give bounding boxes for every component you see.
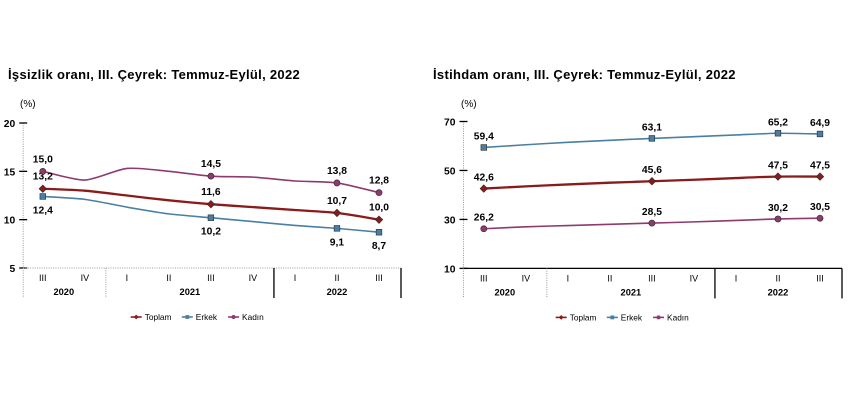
svg-text:15,0: 15,0 bbox=[33, 154, 53, 165]
svg-text:10,7: 10,7 bbox=[327, 196, 347, 207]
svg-text:Kadın: Kadın bbox=[667, 312, 689, 322]
svg-text:30: 30 bbox=[444, 215, 456, 226]
svg-text:III: III bbox=[480, 273, 488, 283]
svg-text:2021: 2021 bbox=[621, 287, 642, 297]
svg-text:Toplam: Toplam bbox=[145, 312, 172, 322]
svg-text:I: I bbox=[735, 273, 738, 283]
svg-text:2020: 2020 bbox=[494, 287, 515, 297]
svg-text:20: 20 bbox=[4, 119, 16, 130]
svg-text:I: I bbox=[567, 273, 570, 283]
svg-text:2020: 2020 bbox=[53, 287, 74, 297]
svg-text:64,9: 64,9 bbox=[810, 118, 830, 129]
svg-text:III: III bbox=[816, 273, 824, 283]
svg-text:8,7: 8,7 bbox=[372, 241, 387, 252]
svg-text:2021: 2021 bbox=[180, 287, 201, 297]
svg-text:13,8: 13,8 bbox=[327, 166, 347, 177]
svg-text:IV: IV bbox=[522, 273, 531, 283]
svg-text:42,6: 42,6 bbox=[474, 173, 494, 184]
svg-text:2022: 2022 bbox=[327, 287, 348, 297]
svg-text:II: II bbox=[334, 273, 339, 283]
svg-text:65,2: 65,2 bbox=[768, 117, 788, 128]
svg-text:10: 10 bbox=[4, 216, 16, 227]
svg-text:30,2: 30,2 bbox=[768, 203, 788, 214]
svg-text:III: III bbox=[648, 273, 656, 283]
svg-text:II: II bbox=[166, 273, 171, 283]
svg-text:10: 10 bbox=[444, 264, 456, 275]
svg-text:5: 5 bbox=[9, 264, 15, 275]
svg-text:2022: 2022 bbox=[768, 287, 789, 297]
svg-text:II: II bbox=[775, 273, 780, 283]
svg-text:47,5: 47,5 bbox=[768, 161, 788, 172]
svg-text:10,2: 10,2 bbox=[201, 227, 221, 238]
svg-text:Toplam: Toplam bbox=[570, 312, 597, 322]
svg-text:15: 15 bbox=[4, 167, 16, 178]
svg-text:Kadın: Kadın bbox=[242, 312, 264, 322]
svg-text:26,2: 26,2 bbox=[474, 213, 494, 224]
svg-text:63,1: 63,1 bbox=[642, 122, 662, 133]
svg-text:IV: IV bbox=[690, 273, 699, 283]
svg-text:50: 50 bbox=[444, 166, 456, 177]
svg-text:12,8: 12,8 bbox=[369, 176, 389, 187]
svg-text:70: 70 bbox=[444, 118, 456, 129]
svg-text:IV: IV bbox=[81, 273, 90, 283]
svg-text:30,5: 30,5 bbox=[810, 202, 830, 213]
svg-text:12,4: 12,4 bbox=[33, 205, 53, 216]
svg-text:IV: IV bbox=[249, 273, 258, 283]
svg-text:II: II bbox=[607, 273, 612, 283]
svg-text:14,5: 14,5 bbox=[201, 159, 221, 170]
svg-text:45,6: 45,6 bbox=[642, 165, 662, 176]
svg-text:9,1: 9,1 bbox=[330, 237, 345, 248]
svg-text:Erkek: Erkek bbox=[621, 312, 643, 322]
svg-text:III: III bbox=[375, 273, 383, 283]
svg-text:28,5: 28,5 bbox=[642, 207, 662, 218]
svg-text:I: I bbox=[294, 273, 297, 283]
svg-text:Erkek: Erkek bbox=[196, 312, 218, 322]
svg-text:59,4: 59,4 bbox=[474, 131, 494, 142]
svg-text:47,5: 47,5 bbox=[810, 161, 830, 172]
svg-text:I: I bbox=[126, 273, 129, 283]
svg-text:III: III bbox=[207, 273, 215, 283]
svg-text:III: III bbox=[39, 273, 47, 283]
svg-text:11,6: 11,6 bbox=[201, 187, 221, 198]
svg-text:10,0: 10,0 bbox=[369, 203, 389, 214]
